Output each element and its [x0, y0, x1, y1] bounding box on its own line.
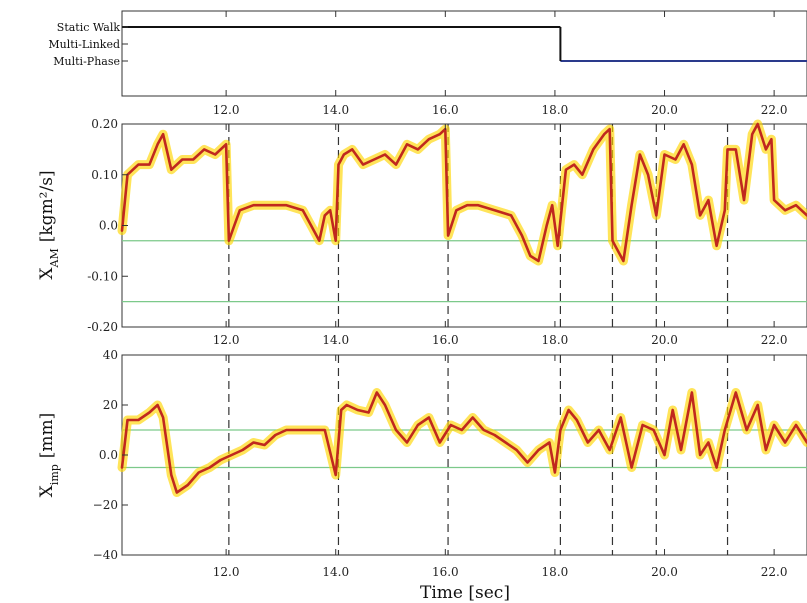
- imp-ylabel: Ximp [mm]: [37, 413, 61, 498]
- am-xtick-label-0: 12.0: [213, 333, 240, 347]
- am-ylabel-main: X: [37, 267, 57, 280]
- am-ytick-label-3: 0.10: [91, 168, 118, 182]
- am-ylabel-unit: [kgm²/s]: [37, 170, 57, 242]
- state-xtick-label-4: 20.0: [651, 103, 678, 117]
- imp-xtick-label-5: 22.0: [761, 565, 788, 579]
- x-axis-label: Time [sec]: [420, 583, 510, 603]
- am-vertical-lines: [228, 124, 729, 327]
- imp-y-ticks: −40 −20 0.0 20 40: [93, 348, 128, 562]
- imp-ylabel-sub: imp: [48, 464, 61, 485]
- am-xtick-label-4: 20.0: [651, 333, 678, 347]
- imp-ytick-label-3: 20: [103, 398, 118, 412]
- imp-ytick-label-2: 0.0: [99, 448, 118, 462]
- imp-vertical-lines: [228, 355, 729, 555]
- state-ticks: 12.0 14.0 16.0 18.0 20.0 22.0: [122, 11, 787, 117]
- state-label-multi-phase: Multi-Phase: [53, 55, 120, 68]
- state-panel-frame: [121, 10, 807, 97]
- imp-ytick-label-4: 40: [103, 348, 118, 362]
- imp-series: [117, 388, 807, 497]
- am-x-ticks: 12.0 14.0 16.0 18.0 20.0 22.0: [213, 124, 788, 347]
- state-xtick-label-2: 16.0: [432, 103, 459, 117]
- imp-ytick-label-1: −20: [93, 498, 118, 512]
- imp-ylabel-main: X: [37, 484, 57, 497]
- imp-panel: −40 −20 0.0 20 40 12.0 14.0 16.0 18.0 20.0 22.0 X…: [37, 348, 807, 603]
- am-xtick-label-3: 18.0: [542, 333, 569, 347]
- state-lines: [122, 26, 807, 62]
- state-label-static-walk: Static Walk: [57, 21, 121, 34]
- state-xtick-label-0: 12.0: [213, 103, 240, 117]
- am-series: [117, 119, 807, 266]
- am-xtick-label-2: 16.0: [432, 333, 459, 347]
- imp-xtick-label-1: 14.0: [322, 565, 349, 579]
- imp-x-ticks: 12.0 14.0 16.0 18.0 20.0 22.0: [213, 355, 788, 579]
- am-ylabel: XAM [kgm²/s]: [37, 170, 61, 279]
- am-xtick-label-5: 22.0: [761, 333, 788, 347]
- imp-uncertainty-band: [117, 388, 807, 497]
- am-ytick-label-0: -0.20: [87, 320, 118, 334]
- state-xtick-label-3: 18.0: [542, 103, 569, 117]
- am-ytick-label-1: -0.10: [87, 269, 118, 283]
- am-y-ticks: -0.20 -0.10 0.0 0.10 0.20: [87, 117, 128, 334]
- state-xtick-label-5: 22.0: [761, 103, 788, 117]
- imp-series-line: [120, 391, 807, 494]
- state-panel: Static Walk Multi-Linked Multi-Phase 12.…: [48, 10, 807, 117]
- am-ytick-label-2: 0.0: [99, 219, 118, 233]
- state-xtick-label-1: 14.0: [322, 103, 349, 117]
- imp-ytick-label-0: −40: [93, 548, 118, 562]
- imp-xtick-label-4: 20.0: [651, 565, 678, 579]
- imp-xtick-label-0: 12.0: [213, 565, 240, 579]
- am-xtick-label-1: 14.0: [322, 333, 349, 347]
- state-label-multi-linked: Multi-Linked: [48, 38, 120, 51]
- am-series-line: [120, 122, 807, 263]
- imp-xtick-label-3: 18.0: [542, 565, 569, 579]
- am-ylabel-sub: AM: [48, 248, 61, 268]
- am-ytick-label-4: 0.20: [91, 117, 118, 131]
- am-panel: -0.20 -0.10 0.0 0.10 0.20 12.0 14.0 16.0 18.0 20…: [37, 117, 807, 347]
- am-thresholds: [122, 240, 807, 303]
- imp-xtick-label-2: 16.0: [432, 565, 459, 579]
- imp-ylabel-unit: [mm]: [37, 413, 57, 459]
